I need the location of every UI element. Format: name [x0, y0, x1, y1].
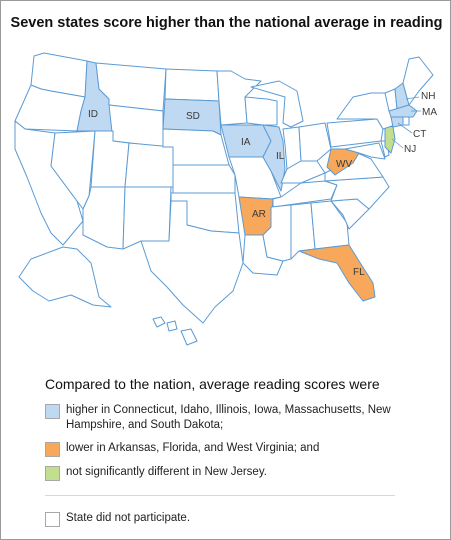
- state-PA: [326, 118, 384, 148]
- leader-lines: [391, 96, 421, 149]
- state-NJ: [384, 124, 396, 154]
- legend-divider: [45, 495, 395, 496]
- label-IA: IA: [241, 137, 251, 148]
- swatch-lower: [45, 442, 60, 457]
- state-IL: [262, 124, 286, 192]
- state-CA: [14, 120, 84, 246]
- label-AR: AR: [252, 209, 266, 220]
- state-HI-3: [180, 328, 198, 346]
- swatch-higher: [45, 404, 60, 419]
- state-MI: [250, 80, 304, 128]
- legend-text-lower: lower in Arkansas, Florida, and West Vir…: [66, 442, 320, 454]
- label-CT: CT: [413, 129, 426, 140]
- swatch-not-significant: [45, 466, 60, 481]
- state-GA: [310, 200, 350, 250]
- state-NC: [324, 176, 390, 210]
- state-NE: [162, 128, 230, 166]
- state-OH: [298, 122, 332, 162]
- label-MA: MA: [422, 107, 437, 118]
- state-ND: [164, 68, 220, 102]
- state-HI: [152, 316, 166, 328]
- state-RI: [402, 116, 410, 126]
- state-MA: [388, 104, 418, 118]
- map-title: Seven states score higher than the natio…: [10, 15, 443, 31]
- state-AK: [18, 246, 112, 308]
- state-HI-2: [166, 320, 178, 332]
- state-KS: [172, 164, 236, 194]
- label-IL: IL: [276, 151, 285, 162]
- state-WI: [244, 96, 278, 126]
- legend-title: Compared to the nation, average reading …: [45, 376, 380, 392]
- label-WV: WV: [336, 159, 352, 170]
- state-NM: [122, 186, 172, 250]
- state-WY: [108, 104, 164, 148]
- swatch-nonparticipant: [45, 512, 60, 527]
- label-ID: ID: [88, 109, 98, 120]
- label-NJ: NJ: [404, 144, 416, 155]
- legend-text-not-significant: not significantly different in New Jerse…: [66, 466, 267, 478]
- legend-text-higher: higher in Connecticut, Idaho, Illinois, …: [66, 404, 391, 431]
- label-SD: SD: [186, 111, 200, 122]
- legend-text-nonparticipant: State did not participate.: [66, 512, 191, 524]
- state-CO: [124, 142, 174, 188]
- state-AZ: [82, 186, 126, 250]
- state-MD: [344, 142, 386, 160]
- label-NH: NH: [421, 91, 435, 102]
- label-FL: FL: [353, 267, 365, 278]
- state-FL: [298, 244, 376, 302]
- us-map: ID SD IA IL AR WV FL NH MA CT NJ: [14, 52, 437, 346]
